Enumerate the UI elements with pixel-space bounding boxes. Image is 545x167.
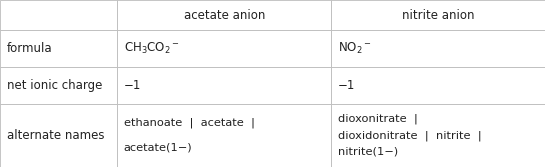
- Text: alternate names: alternate names: [7, 129, 104, 142]
- Text: nitrite anion: nitrite anion: [402, 9, 475, 22]
- Text: acetate anion: acetate anion: [184, 9, 265, 22]
- Bar: [331, 30, 545, 67]
- Text: acetate(1−): acetate(1−): [124, 142, 192, 152]
- Text: CH$_3$CO$_2$$^-$: CH$_3$CO$_2$$^-$: [124, 41, 179, 56]
- Bar: [117, 30, 331, 67]
- Bar: [0, 0, 117, 30]
- Bar: [331, 104, 545, 167]
- Text: dioxidonitrate  |  nitrite  |: dioxidonitrate | nitrite |: [338, 130, 482, 140]
- Text: net ionic charge: net ionic charge: [7, 79, 102, 92]
- Bar: [117, 0, 331, 30]
- Bar: [117, 104, 331, 167]
- Bar: [0, 30, 117, 67]
- Bar: [331, 0, 545, 30]
- Text: dioxonitrate  |: dioxonitrate |: [338, 114, 418, 124]
- Bar: [0, 104, 117, 167]
- Text: ethanoate  |  acetate  |: ethanoate | acetate |: [124, 118, 255, 128]
- Text: −1: −1: [124, 79, 141, 92]
- Bar: [117, 67, 331, 104]
- Text: nitrite(1−): nitrite(1−): [338, 146, 398, 156]
- Bar: [0, 67, 117, 104]
- Text: NO$_2$$^-$: NO$_2$$^-$: [338, 41, 371, 56]
- Text: formula: formula: [7, 42, 52, 55]
- Text: −1: −1: [338, 79, 355, 92]
- Bar: [331, 67, 545, 104]
